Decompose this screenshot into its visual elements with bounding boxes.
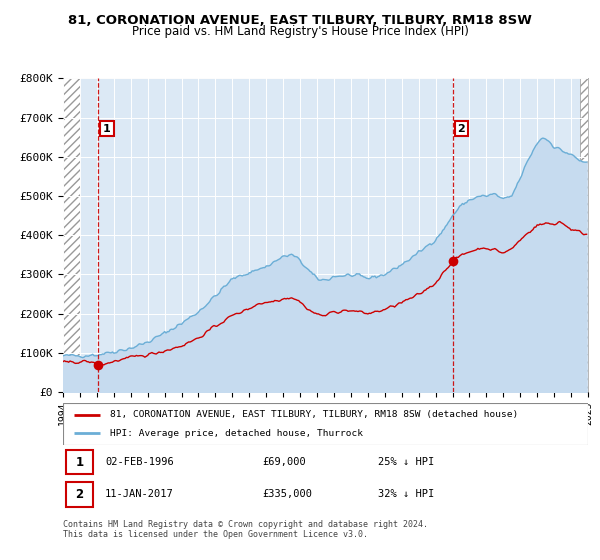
Text: £69,000: £69,000: [263, 457, 306, 467]
Text: 02-FEB-1996: 02-FEB-1996: [105, 457, 174, 467]
Text: 81, CORONATION AVENUE, EAST TILBURY, TILBURY, RM18 8SW: 81, CORONATION AVENUE, EAST TILBURY, TIL…: [68, 14, 532, 27]
Text: 2: 2: [458, 124, 466, 134]
Text: 2: 2: [75, 488, 83, 501]
Text: Contains HM Land Registry data © Crown copyright and database right 2024.
This d: Contains HM Land Registry data © Crown c…: [63, 520, 428, 539]
Text: 1: 1: [103, 124, 111, 134]
Bar: [65, 450, 93, 474]
Bar: [65, 482, 93, 507]
Text: HPI: Average price, detached house, Thurrock: HPI: Average price, detached house, Thur…: [110, 429, 363, 438]
Text: 1: 1: [75, 456, 83, 469]
Text: 32% ↓ HPI: 32% ↓ HPI: [378, 489, 434, 500]
Bar: [580, 78, 588, 392]
Text: £335,000: £335,000: [263, 489, 313, 500]
Text: 11-JAN-2017: 11-JAN-2017: [105, 489, 174, 500]
Bar: [63, 78, 80, 392]
Text: 81, CORONATION AVENUE, EAST TILBURY, TILBURY, RM18 8SW (detached house): 81, CORONATION AVENUE, EAST TILBURY, TIL…: [110, 410, 518, 419]
Text: 25% ↓ HPI: 25% ↓ HPI: [378, 457, 434, 467]
Text: Price paid vs. HM Land Registry's House Price Index (HPI): Price paid vs. HM Land Registry's House …: [131, 25, 469, 38]
